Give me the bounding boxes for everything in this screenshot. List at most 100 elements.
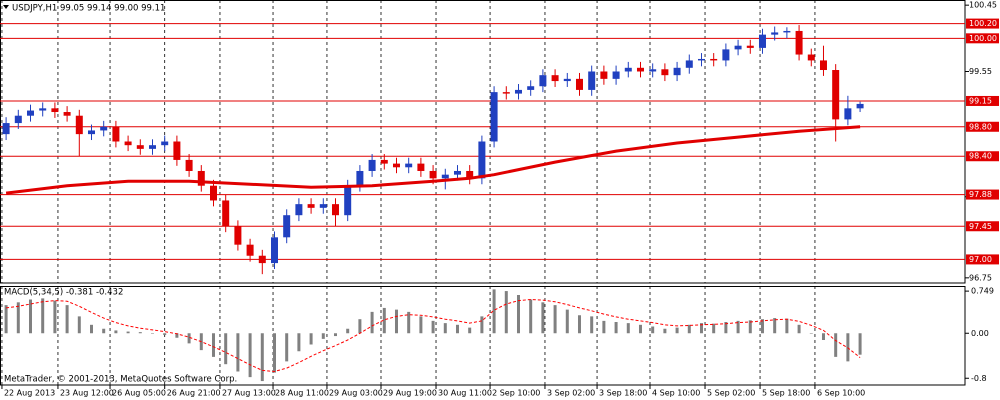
level-label: 97.00	[969, 255, 992, 264]
candle-body	[832, 70, 840, 120]
candle-body	[539, 75, 547, 87]
candle-body	[331, 204, 339, 216]
candle-body	[563, 78, 571, 82]
y-tick-label: 100.45	[969, 1, 997, 10]
candle-body	[295, 204, 303, 216]
candle-body	[807, 54, 815, 61]
macd-bar	[382, 307, 386, 334]
candle-body	[319, 204, 327, 208]
candle-body	[112, 126, 120, 142]
macd-bar	[309, 333, 313, 345]
macd-bar	[187, 333, 191, 344]
x-tick-label: 5 Sep 02:00	[707, 389, 755, 398]
macd-bar	[858, 333, 862, 355]
macd-bar	[699, 323, 703, 334]
panel-frame	[0, 286, 966, 386]
macd-bar	[760, 319, 764, 334]
candle-body	[490, 92, 498, 142]
candle-body	[161, 141, 169, 146]
macd-bar	[455, 324, 459, 334]
signal-line	[6, 298, 861, 373]
macd-bar	[809, 333, 813, 334]
candle-body	[136, 145, 144, 149]
x-tick-label: 22 Aug 2013	[4, 389, 55, 398]
candle-body	[63, 112, 71, 116]
macd-bar	[577, 315, 581, 334]
candle-body	[380, 159, 388, 164]
macd-bar	[638, 324, 642, 334]
level-tag	[966, 151, 999, 162]
indicator-title: MACD(5,34,5) -0.381 -0.432	[4, 288, 123, 298]
candle-body	[612, 71, 620, 79]
candle-body	[405, 163, 413, 168]
candle-body	[478, 141, 486, 179]
level-label: 100.00	[969, 34, 997, 43]
macd-bar	[834, 333, 838, 357]
macd-bar	[102, 328, 106, 334]
header-arrow	[3, 5, 9, 9]
level-label: 97.45	[969, 222, 992, 231]
macd-bar	[443, 323, 447, 334]
candle-body	[392, 163, 400, 168]
x-tick-label: 4 Sep 10:00	[652, 389, 700, 398]
panel-frame	[0, 0, 966, 284]
macd-bar	[163, 333, 167, 335]
candle-body	[100, 126, 108, 131]
level-tag	[966, 254, 999, 265]
y-tick-label: 99.55	[969, 67, 992, 76]
moving-average	[5, 125, 861, 195]
macd-bar	[370, 311, 374, 334]
candle-body	[819, 60, 827, 71]
candle-body	[575, 78, 583, 90]
macd-bar	[321, 333, 325, 339]
candle-body	[197, 170, 205, 186]
macd-bar	[590, 316, 594, 334]
macd-bar	[626, 323, 630, 334]
candle-body	[624, 67, 632, 72]
macd-bar	[663, 328, 667, 334]
candle-body	[87, 130, 95, 135]
macd-bar	[126, 331, 130, 334]
macd-bar	[480, 316, 484, 334]
macd-bar	[504, 291, 508, 334]
level-tag	[966, 221, 999, 232]
candle-body	[453, 170, 461, 175]
candle-body	[222, 200, 230, 227]
candle-body	[710, 58, 718, 61]
macd-bar	[260, 333, 264, 382]
macd-bar	[773, 318, 777, 334]
candle-body	[649, 69, 657, 72]
macd-bar	[297, 333, 301, 352]
macd-bar	[468, 327, 472, 334]
level-tag	[966, 189, 999, 200]
level-tag	[966, 33, 999, 44]
macd-bar	[614, 322, 618, 334]
macd-bar	[516, 295, 520, 334]
macd-bar	[712, 323, 716, 334]
candle-body	[441, 174, 449, 179]
chart-title: USDJPY,H1 99.05 99.14 99.00 99.11	[12, 4, 165, 14]
candle-body	[527, 86, 535, 90]
level-label: 98.80	[969, 122, 992, 131]
candle-body	[673, 67, 681, 76]
candle-body	[685, 60, 693, 68]
macd-bar	[492, 289, 496, 334]
y-tick-label: -0.8	[971, 374, 987, 383]
x-tick-label: 3 Sep 02:00	[547, 389, 595, 398]
candle-body	[39, 108, 47, 111]
macd-bar	[248, 333, 252, 378]
candle-body	[246, 244, 254, 256]
macd-bar	[285, 333, 289, 362]
candle-body	[514, 89, 522, 94]
macd-bar	[748, 320, 752, 334]
candle-body	[722, 49, 730, 61]
macd-bar	[736, 320, 740, 334]
candle-body	[746, 45, 754, 48]
candle-body	[771, 32, 779, 35]
macd-bar	[41, 298, 45, 334]
macd-bar	[4, 305, 8, 334]
candle-body	[51, 108, 59, 113]
level-label: 97.88	[969, 190, 992, 199]
